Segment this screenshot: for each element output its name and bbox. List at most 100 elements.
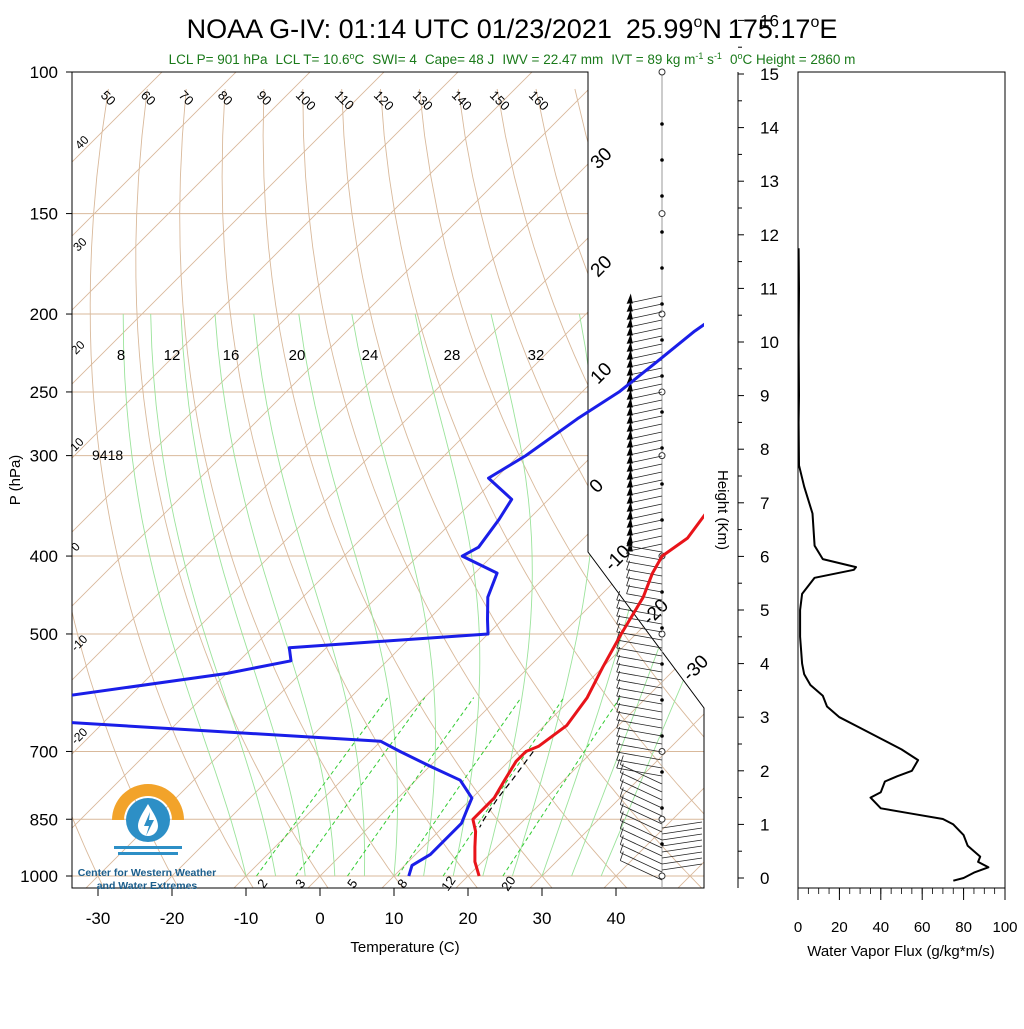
dry-adiabat-line <box>692 89 1024 893</box>
moist-adiabat-line <box>512 314 595 876</box>
wind-barb <box>662 864 702 870</box>
barb-level-circle <box>659 69 665 75</box>
dry-adiabat-label: 10 <box>587 359 617 389</box>
height-tick-label: 5 <box>760 601 769 620</box>
wind-barb <box>627 570 662 576</box>
height-tick-label: 14 <box>760 119 779 138</box>
wind-barb <box>662 840 702 846</box>
dry-adiabat-line <box>497 89 1007 893</box>
wind-barb <box>662 834 702 840</box>
flux-series <box>799 248 989 881</box>
flux-x-tick-label: 60 <box>914 919 931 936</box>
mixing-ratio-top-label: 20 <box>289 347 306 364</box>
y-tick-label: 100 <box>30 63 58 82</box>
dry-adiabat-line <box>90 89 256 893</box>
barb-level-dot <box>660 122 664 126</box>
logo-wave-1 <box>114 846 182 849</box>
dry-adiabat-label: 30 <box>70 235 90 255</box>
height-tick-label: 11 <box>760 279 778 298</box>
station-label: 9418 <box>92 447 123 463</box>
mixing-ratio-top-label: 12 <box>164 347 181 364</box>
y-tick-label: 1000 <box>20 867 58 886</box>
mixing-ratio-line <box>257 698 388 876</box>
y-tick-label: 300 <box>30 447 58 466</box>
moist-adiabat-line <box>299 314 398 876</box>
isotherm-label: 160 <box>526 88 552 114</box>
mixing-ratio-bottom-label: 3 <box>292 876 308 891</box>
x-tick-label: 30 <box>533 909 552 928</box>
flux-series-line <box>799 248 989 881</box>
logo-wave-2 <box>118 852 178 855</box>
dry-adiabat-label: 20 <box>587 252 617 282</box>
height-tick-label: 6 <box>760 547 769 566</box>
height-tick-label: 2 <box>760 762 769 781</box>
dry-adiabat-label: 30 <box>587 144 617 174</box>
logo-line-1: Center for Western Weather <box>78 867 216 879</box>
mixing-ratio-bottom-label: 8 <box>394 876 410 891</box>
height-tick-label: 8 <box>760 440 769 459</box>
height-tick-label: 13 <box>760 172 779 191</box>
y-tick-label: 700 <box>30 742 58 761</box>
flux-x-tick-label: 80 <box>955 919 972 936</box>
isotherm-line <box>7 35 865 893</box>
dry-adiabat-line <box>847 89 1024 893</box>
moist-adiabat-line <box>181 314 305 876</box>
dry-adiabat-label: 0 <box>68 539 83 554</box>
logo-line-2: and Water Extremes <box>97 880 198 892</box>
wind-barb <box>627 578 662 584</box>
height-tick-label: 16 <box>760 11 779 30</box>
mixing-ratio-line <box>443 698 564 876</box>
wind-barb <box>620 813 662 832</box>
barb-level-dot <box>660 266 664 270</box>
x-tick-label: 0 <box>315 909 324 928</box>
mixing-ratio-bottom-label: 5 <box>344 876 360 891</box>
dry-adiabat-line <box>614 89 1024 893</box>
wind-barb <box>620 845 662 864</box>
wind-barb <box>617 680 662 688</box>
dry-adiabat-label: 20 <box>68 338 88 358</box>
dry-adiabat-label: 0 <box>586 475 608 497</box>
moist-adiabat-line <box>415 314 480 876</box>
mixing-ratio-top-label: 16 <box>223 347 240 364</box>
dry-adiabat-line <box>342 89 707 893</box>
moist-adiabat-line <box>254 314 365 876</box>
wind-barb <box>662 858 702 864</box>
moist-adiabat-line <box>572 314 758 876</box>
barb-level-circle <box>659 311 665 317</box>
barb-level-dot <box>660 194 664 198</box>
isotherm-label: 80 <box>215 88 236 109</box>
x-tick-label: -10 <box>234 909 259 928</box>
dry-adiabat-line <box>303 89 632 893</box>
isotherm-line <box>0 35 569 893</box>
height-axis-label: Height (Km) <box>714 470 731 550</box>
isotherm-label: 140 <box>449 88 475 114</box>
isotherm-line <box>155 35 1013 893</box>
dry-adiabat-line <box>180 89 407 893</box>
mixing-ratio-bottom-label: 2 <box>254 876 270 891</box>
wind-barb <box>620 797 662 816</box>
barb-level-circle <box>659 453 665 459</box>
height-tick-label: 10 <box>760 333 779 352</box>
dry-adiabat-label: 10 <box>67 435 87 455</box>
dry-adiabat-line <box>653 89 1024 893</box>
height-tick-label: 7 <box>760 494 769 513</box>
barb-level-dot <box>660 410 664 414</box>
wind-barb <box>620 773 662 792</box>
y-tick-label: 250 <box>30 383 58 402</box>
y-tick-label: 200 <box>30 305 58 324</box>
wind-barb <box>617 728 662 736</box>
wind-barbs <box>617 69 702 888</box>
isotherm-line <box>599 35 1024 893</box>
series-parcel-line <box>480 752 534 828</box>
flux-x-axis-label: Water Vapor Flux (g/kg*m/s) <box>807 943 995 960</box>
wind-barb-feather <box>620 756 623 765</box>
dry-adiabat-line <box>925 89 1024 893</box>
isotherm-line <box>673 35 1024 893</box>
flux-x-tick-label: 40 <box>872 919 889 936</box>
barb-level-dot <box>660 626 664 630</box>
barb-level-dot <box>660 770 664 774</box>
